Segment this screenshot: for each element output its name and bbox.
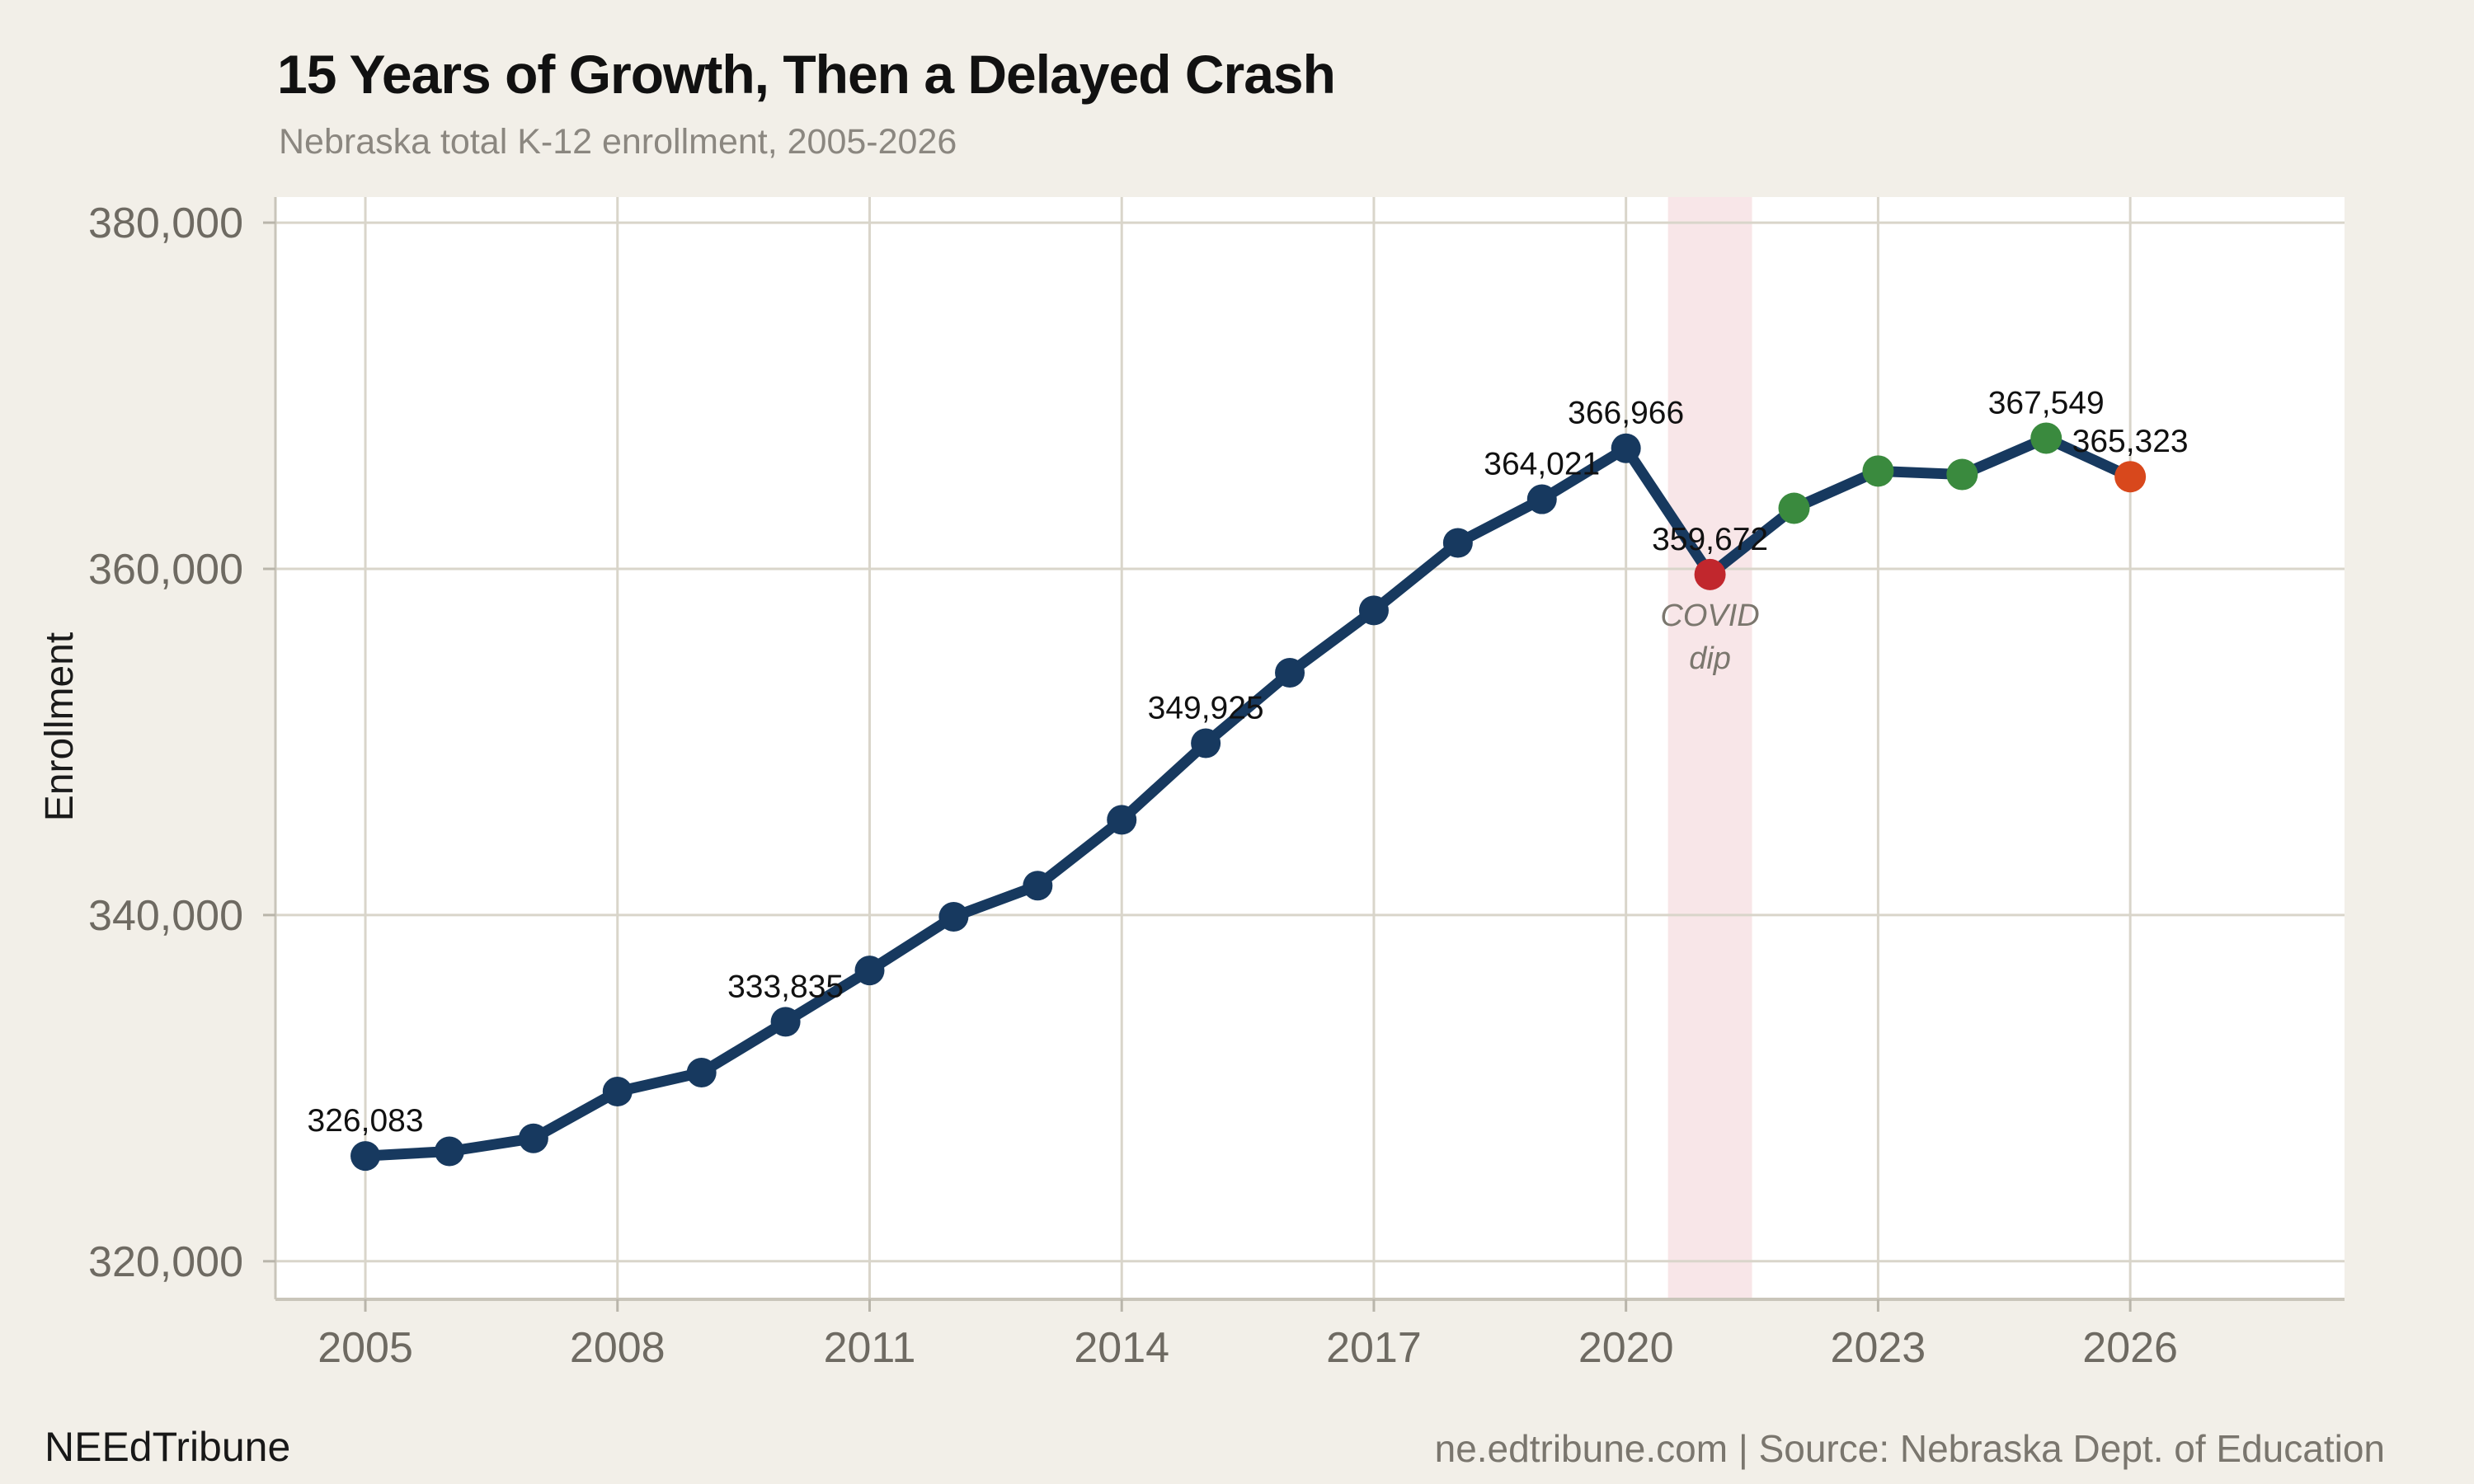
x-tick-label: 2011 (824, 1324, 916, 1372)
x-tick-label: 2020 (1578, 1324, 1674, 1372)
y-tick-label: 340,000 (88, 892, 243, 940)
data-point-2014 (1107, 805, 1137, 835)
data-point-2019 (1526, 484, 1557, 514)
value-label-2021: 359,672 (1652, 522, 1768, 557)
enrollment-line (360, 432, 2136, 1162)
value-label-2019: 364,021 (1484, 447, 1600, 482)
value-label-2020: 366,966 (1568, 396, 1684, 431)
data-point-2022 (1778, 492, 1810, 524)
data-point-2024 (1946, 458, 1978, 491)
data-point-2016 (1275, 657, 1305, 688)
data-point-2009 (686, 1057, 717, 1087)
y-tick-label: 320,000 (88, 1238, 243, 1286)
data-point-2011 (854, 956, 885, 986)
source-attribution: ne.edtribune.com | Source: Nebraska Dept… (1434, 1427, 2385, 1470)
x-tick-label: 2026 (2082, 1324, 2178, 1372)
data-point-2015 (1191, 728, 1221, 758)
data-point-2005 (350, 1141, 381, 1172)
x-tick-label: 2017 (1326, 1324, 1422, 1372)
value-label-2015: 349,925 (1148, 691, 1264, 726)
y-tick-label: 380,000 (88, 200, 243, 247)
page-subtitle: Nebraska total K-12 enrollment, 2005-202… (279, 122, 957, 162)
data-point-2018 (1442, 528, 1473, 558)
brand-logo-text: NEEdTribune (45, 1424, 291, 1470)
covid-dip-annotation-line-2: dip (1689, 641, 1731, 676)
y-tick-label: 360,000 (88, 546, 243, 594)
data-point-2017 (1358, 595, 1389, 626)
x-tick-label: 2005 (317, 1324, 413, 1372)
plot-area (275, 197, 2345, 1299)
page-title: 15 Years of Growth, Then a Delayed Crash (277, 44, 1336, 105)
x-tick-label: 2023 (1831, 1324, 1926, 1372)
data-point-2013 (1023, 871, 1053, 901)
data-point-2021 (1694, 558, 1726, 590)
value-label-2026: 365,323 (2072, 424, 2189, 459)
covid-dip-annotation-line-1: COVID (1660, 599, 1759, 633)
data-point-2025 (2030, 422, 2062, 454)
data-point-2023 (1862, 455, 1894, 487)
covid-band (1667, 197, 1752, 1299)
data-point-2007 (518, 1123, 548, 1153)
value-label-2025: 367,549 (1988, 385, 2105, 420)
data-point-2026 (2114, 461, 2147, 493)
value-label-2010: 333,835 (727, 969, 844, 1004)
data-point-2012 (938, 901, 969, 932)
value-label-2005: 326,083 (308, 1103, 424, 1139)
x-tick-label: 2008 (570, 1324, 666, 1372)
y-axis-title: Enrollment (38, 632, 82, 821)
x-tick-label: 2014 (1074, 1324, 1169, 1372)
data-point-2010 (770, 1007, 801, 1037)
data-point-2020 (1611, 433, 1641, 463)
data-point-2006 (434, 1136, 464, 1167)
data-point-2008 (602, 1077, 633, 1107)
